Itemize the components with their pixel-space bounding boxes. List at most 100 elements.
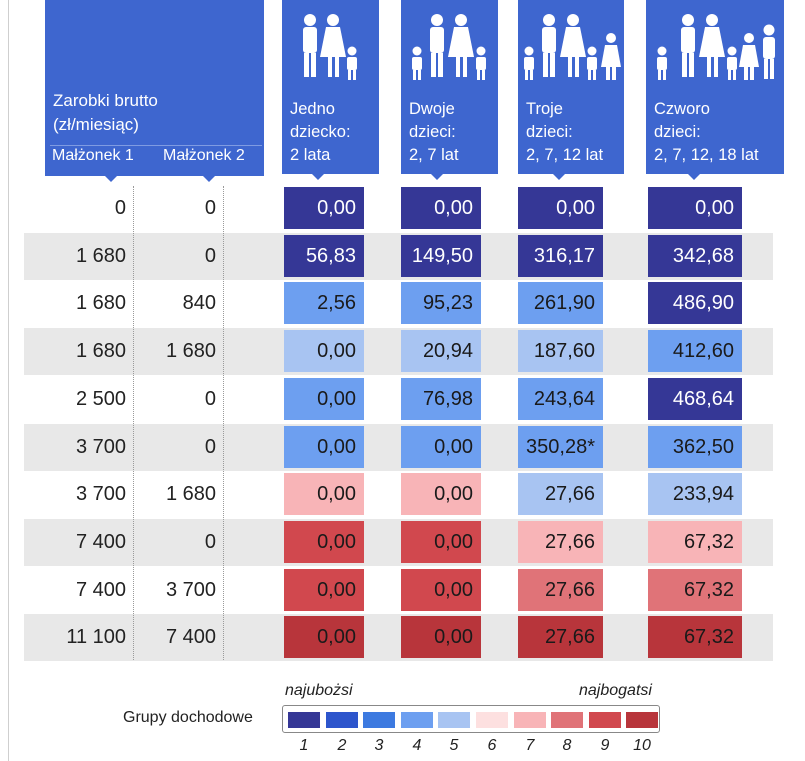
spouse2-earnings: 3 700 <box>165 579 216 601</box>
benefit-cell: 0,00 <box>401 473 481 515</box>
column-header-2-arrow <box>431 174 443 180</box>
spouse2-label: Małżonek 2 <box>163 147 245 164</box>
benefit-cell: 316,17 <box>518 235 603 277</box>
legend-group-number: 5 <box>449 737 459 754</box>
column-separator-1 <box>133 186 134 660</box>
legend-group-number: 8 <box>562 737 572 754</box>
spouse1-earnings: 3 700 <box>75 436 126 458</box>
legend-swatch <box>326 712 358 728</box>
legend-swatch <box>438 712 470 728</box>
benefit-cell: 0,00 <box>284 426 364 468</box>
column-separator-2 <box>223 186 224 660</box>
legend-group-number: 6 <box>487 737 497 754</box>
column-header-2-line3: 2, 7 lat <box>409 146 459 164</box>
benefit-cell: 27,66 <box>518 616 603 658</box>
benefit-cell: 362,50 <box>648 426 742 468</box>
legend-group-number: 1 <box>299 737 309 754</box>
benefit-cell: 233,94 <box>648 473 742 515</box>
earnings-title: Zarobki brutto <box>53 91 158 110</box>
benefit-cell: 486,90 <box>648 282 742 324</box>
benefit-cell: 0,00 <box>401 569 481 611</box>
benefit-cell: 0,00 <box>401 426 481 468</box>
column-header-4-line3: 2, 7, 12, 18 lat <box>654 146 759 164</box>
family-one-child-icon <box>303 14 357 80</box>
legend-swatch <box>626 712 658 728</box>
spouse1-earnings: 7 400 <box>75 579 126 601</box>
benefit-cell: 0,00 <box>284 569 364 611</box>
benefit-cell: 0,00 <box>284 187 364 229</box>
spouse1-earnings: 1 680 <box>75 340 126 362</box>
benefit-cell: 261,90 <box>518 282 603 324</box>
benefit-cell: 149,50 <box>401 235 481 277</box>
benefit-cell: 0,00 <box>284 521 364 563</box>
legend-swatch <box>363 712 395 728</box>
spouse2-earnings: 1 680 <box>165 483 216 505</box>
benefit-cell: 67,32 <box>648 616 742 658</box>
column-header-1-arrow <box>312 174 324 180</box>
spouse1-arrow <box>105 176 117 182</box>
family-three-children-icon <box>524 14 621 80</box>
spouse1-earnings: 11 100 <box>66 626 126 648</box>
column-header-3-line2: dzieci: <box>526 123 573 141</box>
benefit-cell: 0,00 <box>401 187 481 229</box>
benefit-cell: 412,60 <box>648 330 742 372</box>
earnings-header-divider <box>50 145 262 146</box>
column-header-2-line2: dzieci: <box>409 123 456 141</box>
column-header-4-line1: Czworo <box>654 100 710 118</box>
legend-swatch <box>401 712 433 728</box>
benefit-cell: 0,00 <box>284 473 364 515</box>
legend-swatch <box>551 712 583 728</box>
benefit-cell: 0,00 <box>284 330 364 372</box>
benefit-cell: 350,28* <box>518 426 603 468</box>
column-header-2-line1: Dwoje <box>409 100 455 118</box>
benefit-cell: 56,83 <box>284 235 364 277</box>
family-two-children-icon <box>412 14 486 80</box>
column-header-1-line1: Jedno <box>290 100 335 118</box>
legend-group-number: 7 <box>525 737 535 754</box>
legend-title: Grupy dochodowe <box>123 709 253 726</box>
benefit-cell: 0,00 <box>401 521 481 563</box>
spouse1-earnings: 7 400 <box>75 531 126 553</box>
benefit-cell: 76,98 <box>401 378 481 420</box>
benefit-cell: 27,66 <box>518 569 603 611</box>
column-header-4: Czworo dzieci: 2, 7, 12, 18 lat <box>646 0 784 180</box>
benefit-cell: 0,00 <box>284 616 364 658</box>
benefit-cell: 95,23 <box>401 282 481 324</box>
spouse2-earnings: 0 <box>204 197 216 219</box>
benefit-cell: 0,00 <box>401 616 481 658</box>
column-header-3-arrow <box>553 174 565 180</box>
benefit-cell: 0,00 <box>284 378 364 420</box>
spouse2-arrow <box>203 176 215 182</box>
benefit-cell: 27,66 <box>518 473 603 515</box>
spouse1-earnings: 0 <box>114 197 126 219</box>
benefit-cell: 468,64 <box>648 378 742 420</box>
benefit-cell: 342,68 <box>648 235 742 277</box>
benefit-cell: 0,00 <box>518 187 603 229</box>
benefit-cell: 2,56 <box>284 282 364 324</box>
spouse1-earnings: 3 700 <box>75 483 126 505</box>
benefit-cell: 187,60 <box>518 330 603 372</box>
column-header-1-line2: dziecko: <box>290 123 351 141</box>
legend-high-label: najbogatsi <box>579 682 652 699</box>
benefit-cell: 67,32 <box>648 569 742 611</box>
left-border <box>8 0 9 761</box>
earnings-unit: (zł/miesiąc) <box>53 115 139 134</box>
spouse1-label: Małżonek 1 <box>52 147 134 164</box>
spouse2-earnings: 7 400 <box>165 626 216 648</box>
benefit-cell: 27,66 <box>518 521 603 563</box>
legend-swatch <box>514 712 546 728</box>
spouse2-earnings: 0 <box>204 436 216 458</box>
legend-swatch <box>288 712 320 728</box>
legend-low-label: najubożsi <box>285 682 353 699</box>
spouse1-earnings: 2 500 <box>75 388 126 410</box>
benefit-cell: 243,64 <box>518 378 603 420</box>
legend-group-number: 4 <box>412 737 422 754</box>
legend-group-number: 2 <box>337 737 347 754</box>
benefit-cell: 67,32 <box>648 521 742 563</box>
column-header-4-arrow <box>688 174 700 180</box>
column-header-3-line3: 2, 7, 12 lat <box>526 146 604 164</box>
earnings-header: Zarobki brutto (zł/miesiąc) Małżonek 1 M… <box>45 0 264 182</box>
family-four-children-icon <box>657 14 775 80</box>
spouse2-earnings: 1 680 <box>165 340 216 362</box>
column-header-1: Jedno dziecko: 2 lata <box>282 0 379 180</box>
